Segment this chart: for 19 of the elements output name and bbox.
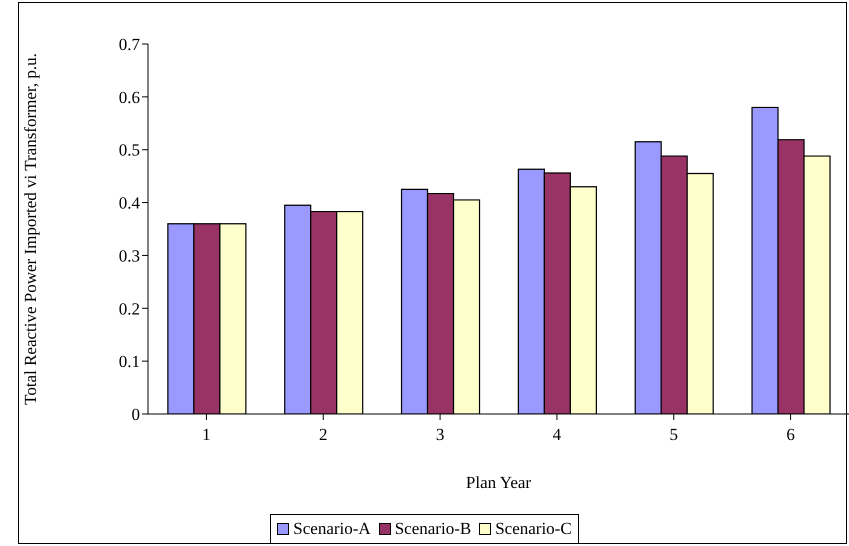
x-tick-label: 6: [786, 425, 795, 444]
legend-label: Scenario-A: [292, 519, 371, 539]
x-tick-label: 4: [552, 425, 562, 444]
x-tick-label: 2: [319, 425, 328, 444]
y-tick-label: 0.5: [118, 140, 140, 160]
x-tick-label: 5: [670, 425, 678, 444]
y-tick-label: 0.7: [118, 35, 140, 54]
y-tick-label: 0.2: [118, 299, 140, 318]
y-tick-label: 0.1: [118, 352, 140, 372]
y-tick-label: 0: [132, 405, 140, 424]
y-tick-label: 0.3: [118, 246, 140, 266]
y-axis-title: Total Reactive Power Imported vi Transformer, p.u.: [21, 53, 40, 405]
legend-label: Scenario-C: [494, 519, 572, 539]
y-tick-label: 0.6: [118, 88, 140, 107]
legend-label: Scenario-B: [394, 519, 472, 539]
y-tick-label: 0.4: [118, 194, 140, 213]
x-tick-label: 1: [202, 425, 211, 444]
x-axis-title: Plan Year: [466, 473, 532, 492]
x-tick-label: 3: [436, 425, 444, 444]
